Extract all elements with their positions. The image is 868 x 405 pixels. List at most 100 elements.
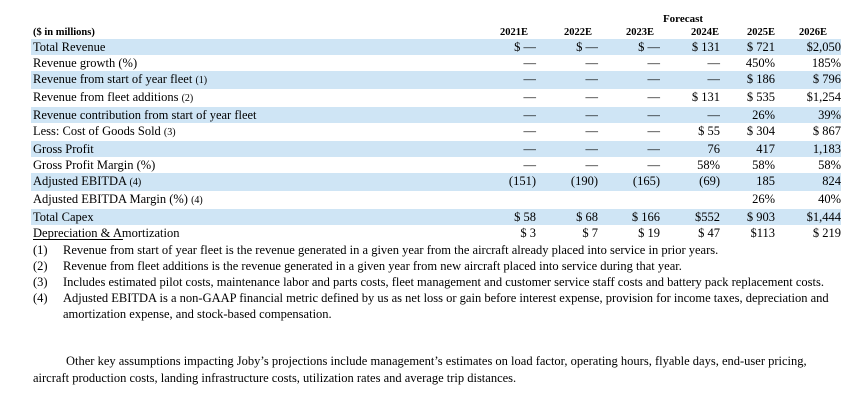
cell-value: — [585,72,599,86]
cell-value: $552 [695,210,720,224]
cell-value: $ 7 [582,226,598,240]
footnote-text: Adjusted EBITDA is a non-GAAP financial … [63,291,829,321]
cell-value: $ 304 [746,124,775,138]
footnote: (1) Revenue from start of year fleet is … [33,242,848,258]
table-cell: — [536,107,598,123]
table-cell: — [598,123,661,141]
table-cell: 40% [775,191,841,209]
cell-value: $ 535 [746,90,775,104]
cell-value: 185 [756,174,775,188]
row-label-text: Revenue contribution from start of year … [33,108,257,122]
cell-value: — [523,108,537,122]
table-cell: $ 219 [775,225,841,241]
cell-value: 185% [811,56,841,70]
table-cell: 417 [720,141,775,157]
table-cell: 39% [775,107,841,123]
row-label-text: Adjusted EBITDA [33,174,127,188]
table-cell: — [598,55,661,71]
table-cell: 824 [775,173,841,191]
cell-value: 824 [822,174,841,188]
unit-label: ($ in millions) [33,27,95,38]
table-row: Less: Cost of Goods Sold (3) — — — $ 55 $ 304… [31,123,841,141]
table-row: Gross Profit — — — 76 417 1,183 [31,141,841,157]
footnote-text: Revenue from fleet additions is the reve… [63,259,682,273]
footnote-ref: (4) [129,177,142,188]
table-cell: — [471,107,536,123]
cell-value: $ 796 [812,72,841,86]
cell-value: — [523,56,537,70]
financial-projections-table: Total Revenue $ — $ — $ — $ 131 $ 721 $2,050 Re… [31,39,841,241]
table-cell: 76 [660,141,720,157]
table-cell: $ — [471,39,536,55]
table-row: Revenue from start of year fleet (1) — — — —… [31,71,841,89]
table-cell [471,191,536,209]
table-cell: — [471,89,537,107]
table-cell: 26% [720,107,775,123]
cell-value: 39% [818,108,841,122]
row-label: Less: Cost of Goods Sold (3) [31,123,471,141]
year-header: 2021E [499,27,528,38]
table-cell: $ 7 [536,225,598,241]
table-cell: $1,254 [775,89,841,107]
table-cell: — [598,157,661,173]
cell-value: $ 867 [812,124,841,138]
footnote: (3) Includes estimated pilot costs, main… [33,274,848,290]
cell-value: 58% [697,158,720,172]
year-header: 2026E [798,27,827,38]
table-row: Revenue contribution from start of year … [31,107,841,123]
table-cell: (190) [536,173,598,191]
table-row: Depreciation & Amortization $ 3 $ 7 $ 19 $ 4… [31,225,841,241]
table-row: Total Revenue $ — $ — $ — $ 131 $ 721 $2,050 [31,39,841,55]
footnote-ref: (1) [195,75,208,86]
table-cell: $ 721 [720,39,775,55]
cell-value: $ 721 [746,40,775,54]
table-cell: $ 535 [720,89,775,107]
footnote-ref: (2) [181,93,194,104]
cell-value: — [585,56,599,70]
cell-value: 40% [818,192,841,206]
cell-value: (190) [570,174,598,188]
table-cell: $ 68 [536,209,598,225]
cell-value: $ 903 [746,210,775,224]
cell-value: $ 19 [638,226,660,240]
table-cell: 58% [720,157,775,173]
table-cell: $ — [598,39,660,55]
footnote-ref: (3) [163,127,176,138]
row-label-text: Revenue growth (%) [33,56,138,70]
cell-value: $ 68 [576,210,598,224]
table-cell: $552 [660,209,720,225]
table-cell: $ 867 [775,123,841,141]
footnote: (4) Adjusted EBITDA is a non-GAAP financ… [33,290,848,322]
table-row: Revenue growth (%) — — — — 450% 185% [31,55,841,71]
table-row: Revenue from fleet additions (2) — — — $ 131… [31,89,841,107]
table-cell: — [598,107,660,123]
table-cell: 26% [720,191,775,209]
cell-value: 417 [756,142,775,156]
row-label-text: Less: Cost of Goods Sold [33,124,161,138]
row-label-text: Depreciation & Amortization [33,226,180,240]
table-cell: — [536,55,599,71]
row-label-text: Total Revenue [33,40,106,54]
table-cell: 58% [775,157,841,173]
table-cell: $ 903 [720,209,775,225]
forecast-label: Forecast [662,13,704,25]
cell-value: 1,183 [812,142,841,156]
footnote-number: (3) [33,275,48,289]
table-cell: $ 166 [598,209,660,225]
footnote-text: Revenue from start of year fleet is the … [63,243,719,257]
cell-value: — [647,72,661,86]
cell-value: $1,254 [806,90,841,104]
cell-value: — [523,158,537,172]
row-label: Gross Profit [31,141,471,157]
table-cell [598,191,660,209]
cell-value: — [585,90,599,104]
table-cell: — [471,71,536,89]
cell-value: $2,050 [806,40,841,54]
table-cell: 185 [720,173,775,191]
row-label: Adjusted EBITDA (4) [31,173,471,191]
cell-value: — [707,72,721,86]
table-cell: $ 131 [660,39,720,55]
cell-value: — [647,108,661,122]
year-header: 2025E [746,27,775,38]
table-cell: — [536,157,599,173]
